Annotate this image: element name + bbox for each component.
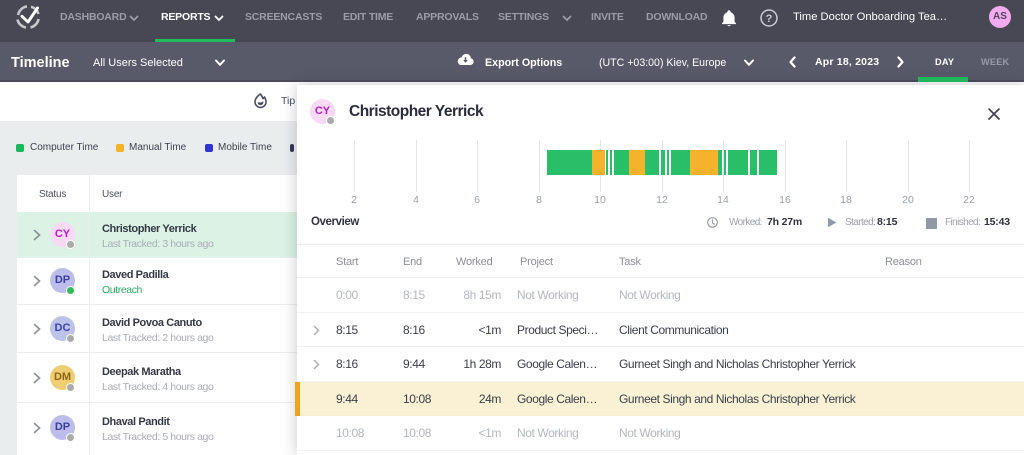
svg-text:?: ? [766,13,773,25]
